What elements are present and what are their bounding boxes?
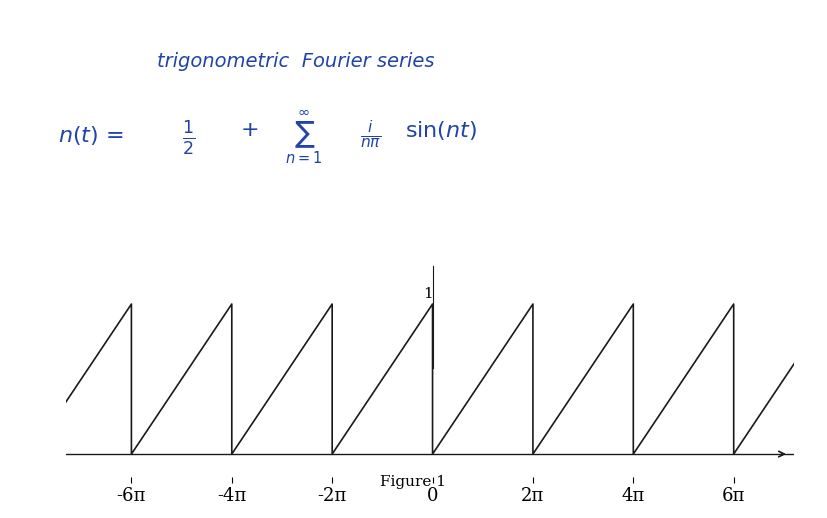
Text: trigonometric  Fourier series: trigonometric Fourier series [157, 52, 435, 71]
Text: $+$: $+$ [240, 119, 258, 141]
Text: $\sin(nt)$: $\sin(nt)$ [405, 119, 477, 142]
Text: $\sum_{n=1}^{\infty}$: $\sum_{n=1}^{\infty}$ [285, 109, 323, 166]
Text: $n(t)$ =: $n(t)$ = [58, 124, 123, 147]
Text: $\frac{i}{n\pi}$: $\frac{i}{n\pi}$ [360, 119, 381, 151]
Text: Figure 1: Figure 1 [380, 474, 447, 489]
Text: $\frac{1}{2}$: $\frac{1}{2}$ [182, 119, 195, 157]
Text: 1: 1 [423, 287, 433, 301]
